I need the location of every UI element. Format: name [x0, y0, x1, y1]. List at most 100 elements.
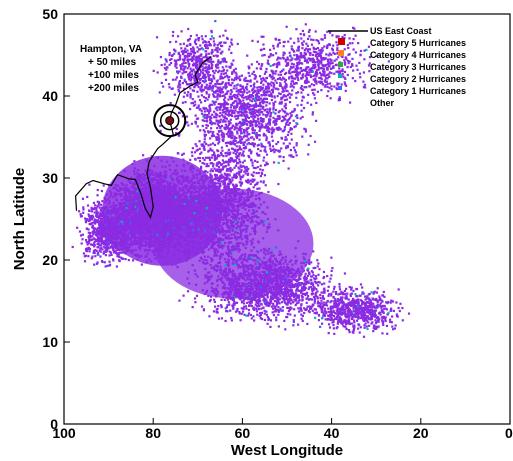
track-point	[149, 226, 153, 229]
track-point	[133, 205, 137, 208]
track-point	[252, 215, 256, 218]
track-point	[161, 212, 165, 215]
track-point	[173, 222, 177, 226]
track-point	[173, 215, 176, 218]
track-point	[141, 220, 144, 223]
track-point	[208, 196, 211, 199]
track-point	[220, 269, 223, 272]
track-point	[235, 238, 238, 241]
track-point	[168, 208, 172, 211]
track-point	[111, 204, 114, 207]
track-point	[233, 186, 237, 189]
track-point	[242, 215, 245, 218]
track-point	[189, 185, 193, 188]
track-point	[170, 227, 173, 230]
track-point	[218, 207, 221, 210]
track-point	[210, 218, 213, 221]
track-point	[168, 186, 172, 189]
track-point	[85, 227, 89, 230]
track-point	[227, 158, 231, 161]
track-point	[145, 186, 148, 189]
track-point	[184, 224, 187, 227]
track-point	[168, 194, 172, 197]
track-point	[129, 231, 132, 235]
track-point	[215, 240, 218, 244]
track-point	[135, 187, 138, 191]
track-point	[94, 248, 97, 252]
track-point	[239, 199, 243, 202]
track-point	[221, 175, 224, 178]
track-point	[224, 183, 227, 186]
track-point	[263, 174, 267, 177]
track-point	[226, 173, 229, 176]
track-point	[93, 244, 96, 247]
track-point	[163, 189, 166, 192]
track-point	[186, 162, 189, 165]
track-point	[207, 186, 210, 190]
track-point	[99, 217, 102, 220]
track-point	[80, 215, 83, 218]
track-point	[126, 222, 129, 225]
track-point	[139, 187, 142, 190]
track-point	[153, 208, 156, 211]
track-point	[139, 248, 142, 251]
track-point	[243, 236, 247, 239]
track-point	[227, 247, 230, 250]
track-point	[105, 246, 108, 249]
track-point	[227, 153, 230, 156]
track-point	[237, 154, 240, 157]
track-point	[174, 169, 178, 172]
track-point	[223, 258, 226, 261]
track-point	[98, 236, 101, 239]
track-point	[164, 200, 167, 203]
track-point	[149, 232, 152, 235]
track-point	[222, 161, 225, 164]
track-point	[188, 254, 191, 257]
track-point	[224, 187, 228, 191]
track-point	[120, 226, 123, 229]
track-point	[140, 255, 143, 258]
track-point	[92, 227, 95, 230]
track-point	[246, 234, 249, 238]
track-point	[229, 188, 233, 191]
track-point	[223, 213, 227, 216]
track-point	[172, 196, 175, 199]
track-point	[175, 220, 178, 224]
track-point	[222, 230, 225, 233]
track-point	[234, 261, 238, 264]
track-point	[160, 159, 163, 162]
track-point	[220, 180, 223, 183]
track-point	[109, 245, 112, 248]
track-point	[158, 200, 161, 203]
track-point	[94, 233, 98, 236]
track-point	[165, 215, 168, 218]
track-point	[206, 210, 209, 213]
track-point	[113, 231, 116, 234]
track-point	[100, 218, 103, 222]
track-point	[159, 211, 162, 214]
track-point	[228, 179, 232, 182]
track-point	[91, 224, 95, 227]
track-point	[114, 184, 117, 187]
track-point	[109, 226, 112, 229]
track-point	[106, 214, 109, 217]
track-point	[161, 218, 164, 221]
track-point	[232, 184, 235, 187]
track-point	[102, 220, 105, 223]
track-point	[156, 249, 159, 252]
track-point	[241, 175, 244, 179]
track-point	[189, 236, 192, 239]
track-point	[132, 243, 135, 246]
track-point	[88, 219, 92, 222]
track-point	[157, 205, 160, 209]
track-point	[189, 252, 192, 255]
track-point	[259, 203, 262, 206]
track-point	[159, 171, 162, 174]
track-point	[134, 209, 137, 212]
track-point	[171, 245, 174, 248]
track-point	[159, 249, 162, 252]
track-point	[190, 213, 193, 217]
track-point	[237, 244, 240, 247]
track-point	[204, 220, 208, 223]
track-point	[157, 217, 161, 220]
